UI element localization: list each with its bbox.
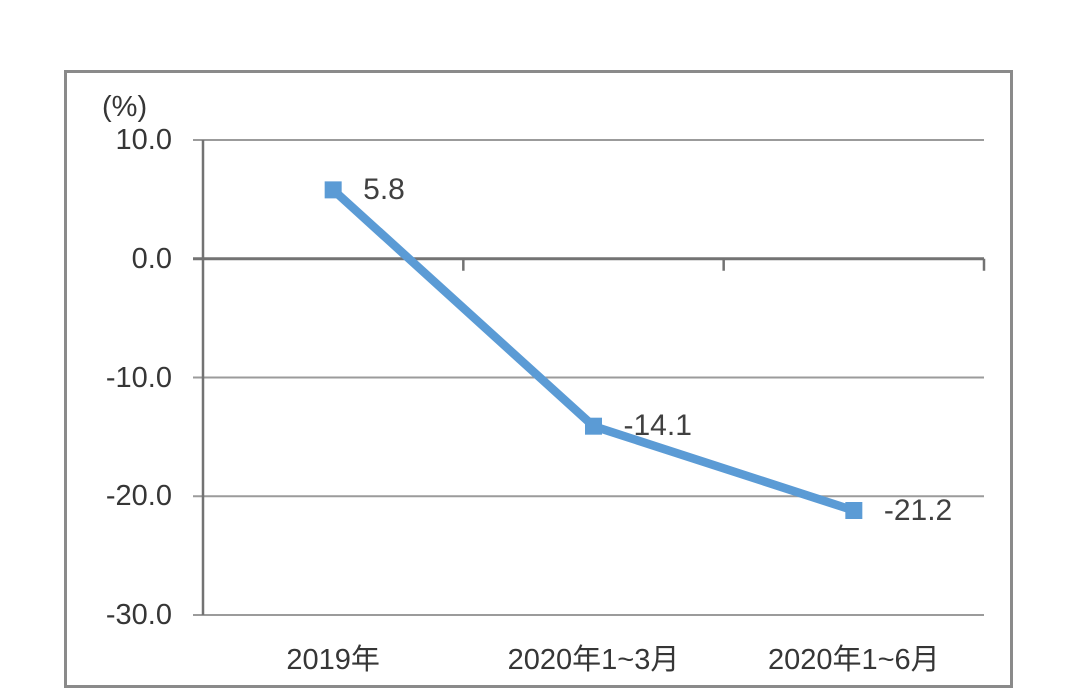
data-point-label: -14.1: [623, 409, 692, 443]
x-axis-category-label: 2020年1~6月: [767, 644, 940, 676]
series-line: [330, 186, 856, 515]
chart-border: [64, 70, 1013, 688]
y-axis-tick-label: -20.0: [105, 480, 172, 513]
data-point-label: -21.2: [883, 493, 953, 527]
y-axis-unit-label: (%): [102, 91, 148, 123]
data-point-marker: [845, 502, 863, 519]
y-axis-tick-label: 0.0: [131, 242, 172, 275]
x-axis-category-label: 2020年1~3月: [507, 644, 680, 676]
y-axis-tick-label: -10.0: [105, 361, 172, 394]
y-axis-tick-label: 10.0: [115, 124, 172, 156]
data-point-marker: [324, 181, 342, 199]
data-point-marker: [585, 417, 602, 435]
y-axis-tick-label: -30.0: [105, 599, 172, 631]
x-axis-category-label: 2019年: [286, 644, 380, 676]
data-point-label: 5.8: [363, 172, 405, 206]
